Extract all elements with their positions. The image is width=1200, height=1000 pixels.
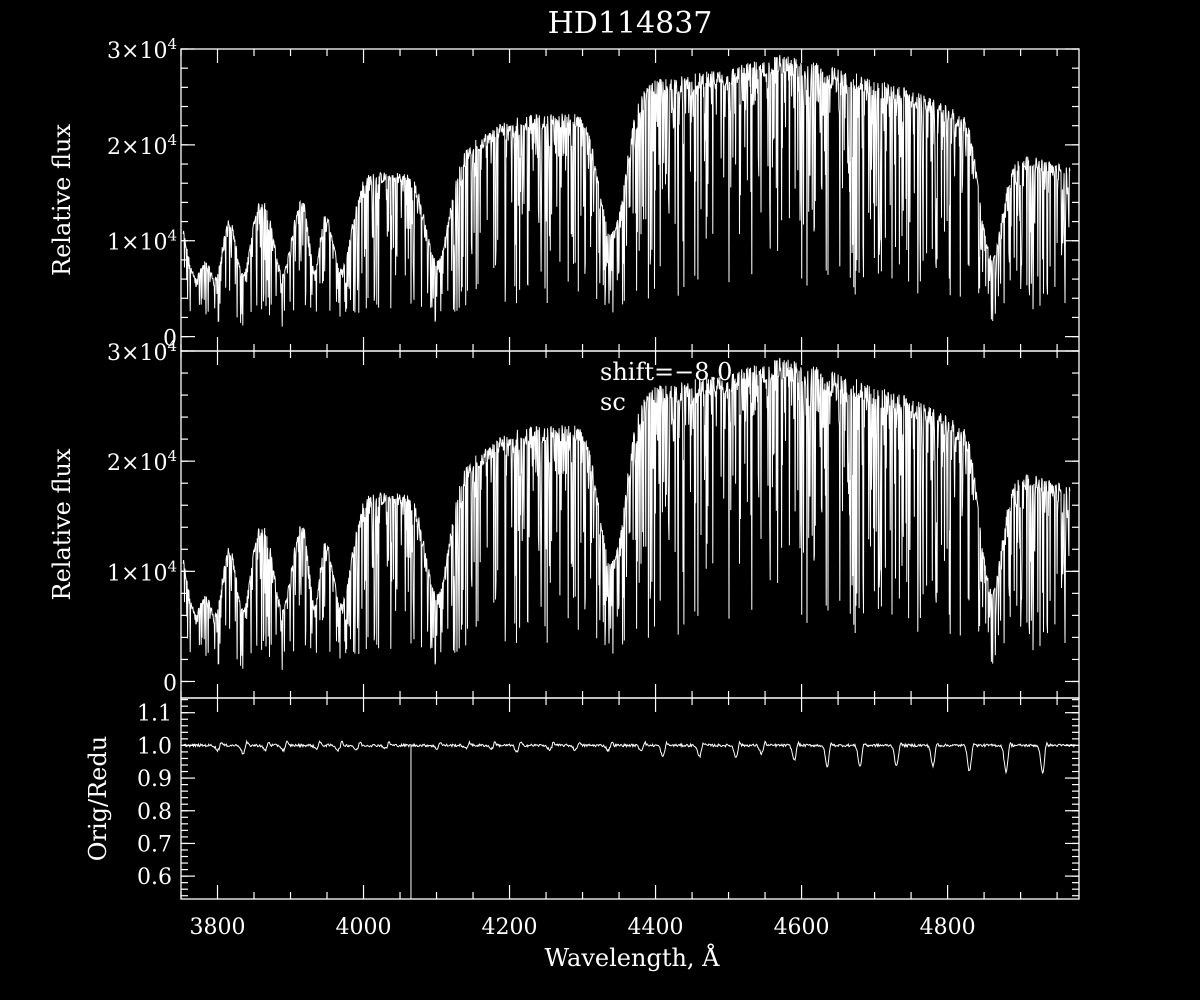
y-tick-label: 0	[163, 671, 177, 696]
y-tick-label: 0.8	[137, 800, 172, 825]
y-tick-label: 1.0	[137, 734, 172, 759]
x-tick-label: 4400	[628, 915, 684, 940]
x-tick-label: 4600	[774, 915, 830, 940]
shift-annotation: shift=−8.0	[600, 358, 732, 386]
y-tick-label: 3×104	[107, 35, 177, 64]
x-axis-label: Wavelength, Å	[544, 943, 720, 972]
panel-bottom-frame	[180, 697, 1080, 900]
panel-middle-spectrum-line	[182, 357, 1071, 670]
y-tick-label: 0.7	[137, 832, 172, 857]
x-tick-label: 4800	[920, 915, 976, 940]
ratio-line	[183, 739, 1076, 775]
y-axis-label: Relative flux	[48, 448, 76, 600]
y-tick-label: 1×104	[107, 227, 177, 256]
chart-title: HD114837	[548, 6, 713, 41]
scale-annotation: sc	[600, 388, 626, 416]
y-tick-label: 0	[163, 327, 177, 352]
y-tick-label: 0.6	[137, 865, 172, 890]
y-tick-label: 0.9	[137, 767, 172, 792]
y-tick-label: 2×104	[107, 447, 177, 476]
y-axis-label: Orig/Redu	[84, 736, 112, 861]
y-tick-label: 1×104	[107, 557, 177, 586]
x-tick-label: 4000	[336, 915, 392, 940]
y-tick-label: 2×104	[107, 131, 177, 160]
x-tick-label: 4200	[482, 915, 538, 940]
y-tick-label: 1.1	[137, 702, 172, 727]
y-axis-label: Relative flux	[48, 124, 76, 276]
panel-top-spectrum-line	[182, 54, 1071, 327]
y-tick-label: 3×104	[107, 337, 177, 366]
x-tick-label: 3800	[190, 915, 246, 940]
